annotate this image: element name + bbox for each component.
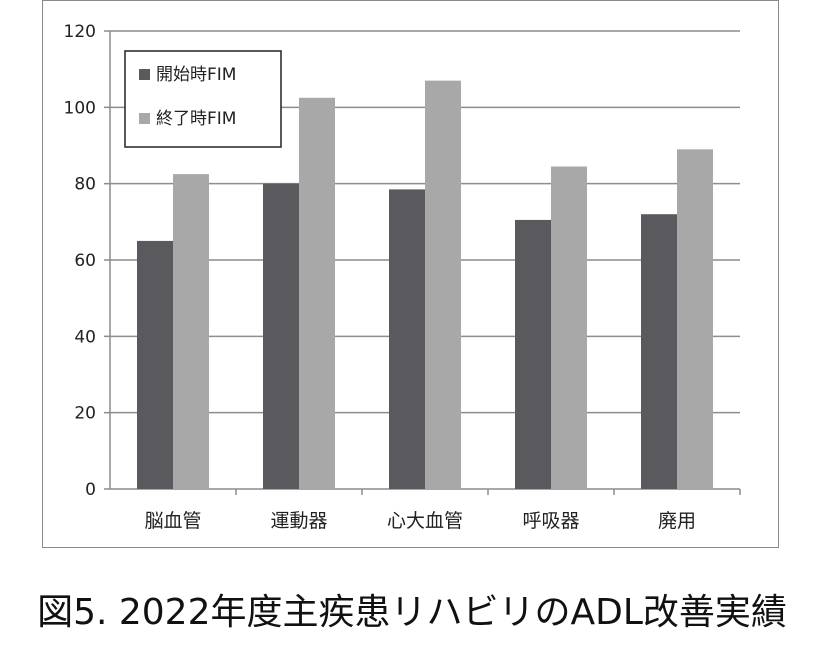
- y-tick-label: 120: [64, 22, 96, 42]
- y-tick-label: 40: [74, 327, 96, 347]
- y-tick-label: 20: [74, 404, 96, 424]
- bar-start-fim: [137, 240, 173, 489]
- y-tick-label: 60: [74, 251, 96, 271]
- bar-start-fim: [263, 183, 299, 489]
- axis-labels: 0 20 40 60 80 100 120 脳血管 運動器 心大血管 呼吸器 廃用: [64, 22, 696, 532]
- bar-start-fim: [389, 189, 425, 489]
- bar-end-fim: [425, 80, 461, 489]
- legend-swatch: [139, 113, 150, 124]
- x-category-label: 心大血管: [387, 510, 463, 532]
- bar-end-fim: [173, 174, 209, 489]
- legend-swatch: [139, 69, 150, 80]
- x-category-label: 運動器: [270, 510, 327, 532]
- x-category-label: 脳血管: [144, 510, 201, 532]
- bar-end-fim: [299, 97, 335, 490]
- x-category-label: 廃用: [658, 510, 696, 532]
- legend-box: [124, 50, 282, 148]
- bar-start-fim: [641, 214, 677, 489]
- y-tick-label: 0: [85, 480, 96, 500]
- bar-chart: 0 20 40 60 80 100 120 脳血管 運動器 心大血管 呼吸器 廃用 開始時FIM 終了時…: [64, 22, 741, 532]
- bar-end-fim: [551, 166, 587, 489]
- chart-frame: 0 20 40 60 80 100 120 脳血管 運動器 心大血管 呼吸器 廃用 開始時FIM 終了時…: [42, 0, 779, 548]
- y-tick-label: 80: [74, 175, 96, 195]
- x-category-label: 呼吸器: [522, 510, 579, 532]
- bar-end-fim: [677, 149, 713, 490]
- y-tick-label: 100: [64, 98, 96, 118]
- legend: 開始時FIM 終了時FIM: [124, 50, 282, 148]
- figure-caption: 図5. 2022年度主疾患リハビリのADL改善実績: [37, 592, 787, 633]
- legend-label: 終了時FIM: [156, 109, 236, 129]
- bars: [137, 80, 713, 490]
- bar-start-fim: [515, 219, 551, 490]
- legend-label: 開始時FIM: [156, 65, 236, 85]
